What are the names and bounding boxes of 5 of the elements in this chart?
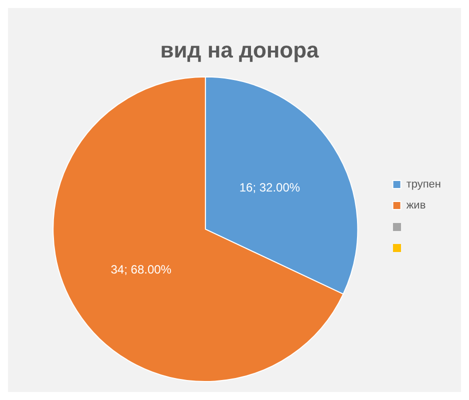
data-label: 16; 32.00% <box>239 180 300 195</box>
legend-label: жив <box>406 200 426 212</box>
legend-label: трупен <box>406 178 442 191</box>
chart-title: вид на донора <box>160 37 320 62</box>
data-label: 34; 68.00% <box>110 262 172 276</box>
